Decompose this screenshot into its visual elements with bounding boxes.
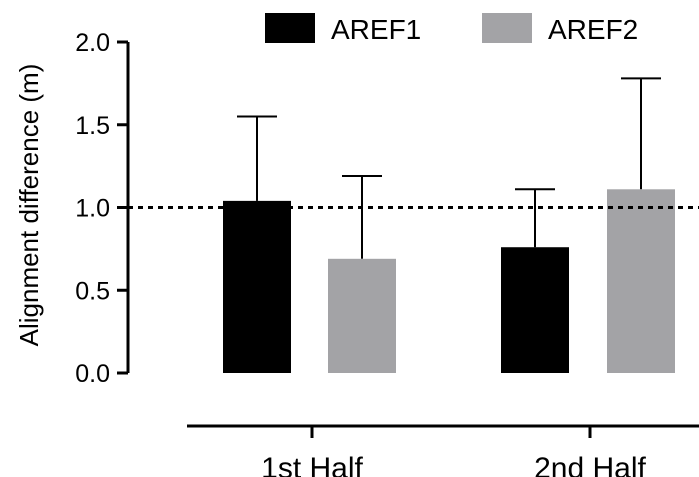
bar-aref1-2 bbox=[501, 247, 569, 373]
x-axis: 1st Half 2nd Half bbox=[187, 424, 699, 477]
x-category-label: 2nd Half bbox=[534, 452, 646, 477]
legend-label-aref2: AREF2 bbox=[548, 14, 638, 45]
y-tick-label: 0.0 bbox=[75, 360, 110, 388]
y-tick-label: 1.0 bbox=[75, 195, 110, 223]
y-axis-title: Alignment difference (m) bbox=[14, 64, 44, 347]
y-tick-label: 2.0 bbox=[75, 29, 110, 57]
legend-label-aref1: AREF1 bbox=[331, 14, 421, 45]
bar-aref2-2 bbox=[607, 189, 675, 373]
x-category-label: 1st Half bbox=[261, 452, 363, 477]
y-tick-label: 0.5 bbox=[75, 277, 110, 305]
legend-swatch-aref2 bbox=[482, 13, 532, 43]
legend-swatch-aref1 bbox=[265, 13, 315, 43]
y-axis: 0.0 0.5 1.0 1.5 2.0 bbox=[75, 29, 130, 388]
bar-aref2-1 bbox=[328, 258, 396, 373]
y-tick-label: 1.5 bbox=[75, 112, 110, 140]
bars-group bbox=[223, 77, 675, 373]
bar-aref1-1 bbox=[223, 200, 291, 373]
chart-legend: AREF1 AREF2 bbox=[265, 13, 638, 45]
